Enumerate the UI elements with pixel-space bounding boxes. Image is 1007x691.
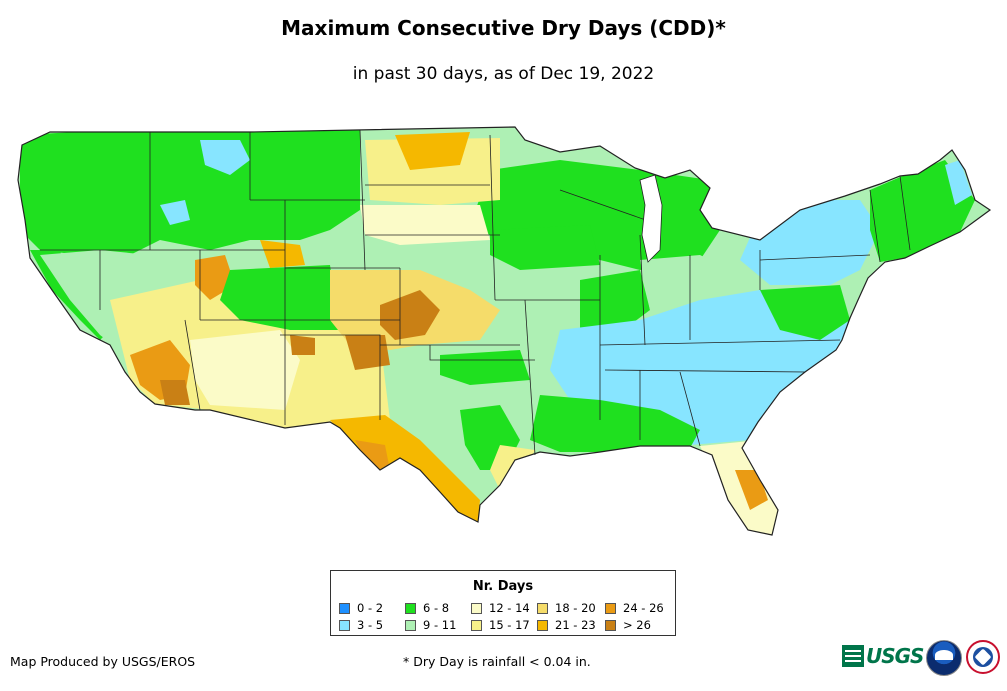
legend-label: 21 - 23 [555,618,596,632]
legend-label: 3 - 5 [357,618,384,632]
legend-item: 24 - 26 [605,601,671,615]
zone-6-8-iowa [490,225,600,270]
legend-swatch [405,619,416,631]
zone-6-8-colorado [220,265,340,330]
zone-12-14-arizona [190,330,300,410]
legend-swatch [471,602,482,614]
zone-24-26-texas [355,440,390,470]
zone-6-8-northwest [20,128,360,260]
state-borders [40,129,911,456]
legend-swatch [405,602,416,614]
legend-label: 9 - 11 [423,618,457,632]
usgs-wave-icon [842,645,864,667]
zone-21-23-dakotas [395,132,470,170]
legend-swatch [339,602,350,614]
zone-gt26-sw [160,380,190,405]
lake-michigan [639,174,663,263]
legend-label: 6 - 8 [423,601,450,615]
zone-3-5-maine [945,160,972,205]
zone-9-11-appalachia [640,255,760,310]
zone-15-17-dakotas [365,138,500,205]
legend-item: 0 - 2 [339,601,405,615]
zone-gt26-nm-2 [290,335,315,355]
usgs-logo: USGS [842,644,924,668]
nws-logo-icon [966,640,1000,674]
legend-swatch [537,619,548,631]
legend-item: 21 - 23 [537,618,605,632]
legend-label: > 26 [623,618,651,632]
legend-item: 12 - 14 [471,601,537,615]
legend-item: 9 - 11 [405,618,471,632]
legend-title: Nr. Days [472,579,534,594]
zone-21-23-colorado [260,240,305,268]
map-subtitle: in past 30 days, as of Dec 19, 2022 [352,64,655,84]
map-credit: Map Produced by USGS/EROS [10,654,196,669]
legend-swatch [605,602,616,614]
zone-3-5-idaho [200,140,250,175]
legend-label: 18 - 20 [555,601,596,615]
zone-6-8-new-england [870,160,975,262]
zone-12-14-nebraska [360,205,490,245]
legend-item: 6 - 8 [405,601,471,615]
noaa-logo-icon [926,640,962,676]
cdd-raster [18,127,990,535]
legend-swatch [339,619,350,631]
zone-6-8-gulf [530,395,700,452]
legend-label: 12 - 14 [489,601,530,615]
legend-item: 18 - 20 [537,601,605,615]
legend-label: 15 - 17 [489,618,530,632]
zone-3-5-idaho-2 [160,200,190,225]
zone-6-8-oklahoma [440,350,530,385]
zone-gt26-kansas [380,290,440,340]
dry-day-footnote: * Dry Day is rainfall < 0.04 in. [403,654,591,669]
us-outline [17,126,992,536]
legend-swatch [471,619,482,631]
legend-item: 3 - 5 [339,618,405,632]
agency-logos: USGS [842,638,1002,678]
legend-swatch [537,602,548,614]
legend: Nr. Days 0 - 2 6 - 8 12 - 14 18 - 20 24 … [330,570,676,636]
usgs-wordmark: USGS [866,644,924,668]
legend-swatch [605,619,616,631]
legend-label: 24 - 26 [623,601,664,615]
legend-item: 15 - 17 [471,618,537,632]
legend-item: > 26 [605,618,671,632]
zone-gt26-nm [345,335,390,370]
map-title: Maximum Consecutive Dry Days (CDD)* [281,16,726,40]
zone-6-8-virginia [760,285,850,340]
legend-grid: 0 - 2 6 - 8 12 - 14 18 - 20 24 - 26 3 - … [339,601,671,632]
legend-label: 0 - 2 [357,601,384,615]
